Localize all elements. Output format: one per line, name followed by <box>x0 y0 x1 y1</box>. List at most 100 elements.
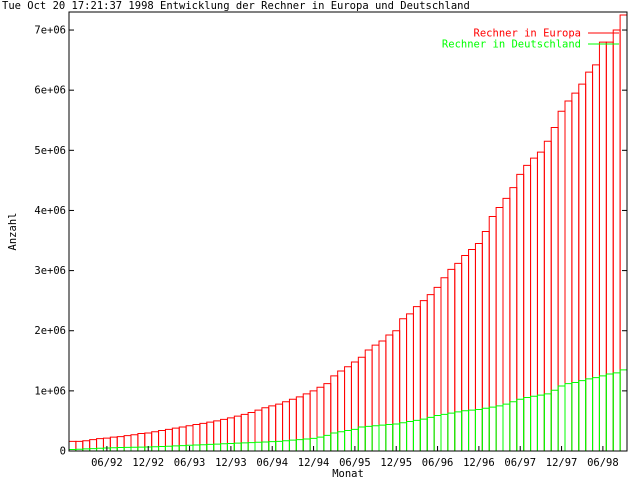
bar-deutschland-06/97 <box>516 398 525 451</box>
bar-europa-03/93 <box>164 428 173 451</box>
bar-europa-12/97 <box>557 110 566 451</box>
bar-deutschland-03/94 <box>247 442 256 451</box>
bar-europa-09/96 <box>454 262 463 451</box>
bar-deutschland-10/97 <box>543 393 552 451</box>
x-tick-label: 12/92 <box>132 457 164 469</box>
bar-deutschland-09/96 <box>454 411 463 451</box>
bar-deutschland-04/94 <box>254 441 263 451</box>
bar-europa-01/98 <box>564 100 573 451</box>
bar-europa-05/98 <box>592 64 600 451</box>
bar-europa-03/97 <box>495 206 504 451</box>
bar-deutschland-05/98 <box>592 377 600 451</box>
bar-deutschland-02/98 <box>571 381 580 451</box>
bar-deutschland-07/96 <box>440 413 449 451</box>
page-title: Tue Oct 20 17:21:37 1998 Entwicklung der… <box>2 0 470 12</box>
bar-europa-05/97 <box>509 187 518 451</box>
bar-europa-11/97 <box>550 126 559 451</box>
bar-europa-06/97 <box>516 173 525 451</box>
bar-europa-09/97 <box>536 151 545 451</box>
bar-europa-10/94 <box>295 396 304 451</box>
bar-deutschland-09/94 <box>288 439 297 451</box>
bar-deutschland-01/97 <box>481 407 490 451</box>
bar-europa-04/95 <box>337 370 346 451</box>
bar-europa-05/92 <box>96 438 104 451</box>
bar-deutschland-08/92 <box>116 447 125 451</box>
bar-europa-05/96 <box>426 294 435 451</box>
bar-europa-04/98 <box>585 71 594 451</box>
bar-deutschland-05/94 <box>261 441 270 451</box>
y-tick-label: 1e+06 <box>34 385 66 397</box>
y-tick-label: 5e+06 <box>34 145 66 157</box>
bar-europa-12/94 <box>309 390 318 451</box>
bar-europa-03/95 <box>330 375 339 451</box>
bar-europa-09/92 <box>123 435 132 451</box>
bar-europa-03/96 <box>412 306 421 451</box>
bar-deutschland-10/93 <box>213 443 222 451</box>
bar-deutschland-02/96 <box>406 421 414 451</box>
x-axis: 06/92 12/92 06/93 12/93 06/94 12/94 06/95 12/95… <box>91 446 619 469</box>
y-tick-label: 7e+06 <box>34 25 66 37</box>
bar-europa-10/95 <box>378 340 387 451</box>
plot-frame <box>68 11 628 452</box>
bar-europa-06/98 <box>598 41 607 451</box>
bar-europa-10/93 <box>213 420 222 451</box>
bar-deutschland-04/98 <box>585 378 594 451</box>
bar-europa-01/93 <box>151 431 160 451</box>
bar-europa-01/95 <box>316 386 325 451</box>
bar-europa-07/98 <box>605 41 614 451</box>
y-axis-label: Anzahl <box>7 213 19 251</box>
x-tick-label: 06/96 <box>422 457 454 469</box>
legend-label-europa: Rechner in Europa <box>474 28 581 40</box>
x-tick-label: 06/95 <box>339 457 371 469</box>
bar-deutschland-03/95 <box>330 432 339 451</box>
bar-deutschland-02/95 <box>323 434 332 451</box>
bar-europa-03/94 <box>247 412 256 451</box>
bar-deutschland-02/94 <box>240 442 249 451</box>
bar-deutschland-03/97 <box>495 405 504 451</box>
bar-deutschland-09/97 <box>536 394 545 451</box>
bar-deutschland-10/96 <box>461 410 470 451</box>
y-tick-label: 3e+06 <box>34 265 66 277</box>
bar-deutschland-11/92 <box>137 446 146 451</box>
bar-deutschland-05/95 <box>344 430 352 451</box>
bar-deutschland-11/97 <box>550 389 559 451</box>
x-tick-label: 12/95 <box>380 457 412 469</box>
bar-deutschland-11/94 <box>302 438 311 451</box>
bar-deutschland-01/93 <box>151 446 160 451</box>
bar-deutschland-04/93 <box>171 445 180 451</box>
bar-europa-11/94 <box>302 393 311 451</box>
bar-europa-01/96 <box>399 318 408 451</box>
bar-deutschland-11/93 <box>220 443 228 451</box>
bar-europa-10/97 <box>543 140 552 451</box>
bar-europa-10/96 <box>461 255 470 451</box>
bar-deutschland-07/94 <box>275 440 284 451</box>
x-axis-label: Monat <box>332 468 364 480</box>
bar-europa-08/94 <box>282 401 290 451</box>
bar-europa-08/92 <box>116 436 125 451</box>
bar-europa-05/93 <box>178 426 187 451</box>
bar-deutschland-03/93 <box>164 445 173 451</box>
x-tick-label: 12/97 <box>546 457 578 469</box>
bar-europa-02/94 <box>240 413 249 451</box>
bar-deutschland-04/95 <box>337 431 346 451</box>
bar-deutschland-07/97 <box>523 396 532 451</box>
bar-deutschland-05/97 <box>509 401 518 451</box>
bar-europa-11/95 <box>385 334 394 451</box>
bar-europa-11/96 <box>468 249 476 451</box>
bar-deutschland-03/98 <box>578 380 587 451</box>
y-tick-label: 6e+06 <box>34 85 66 97</box>
bar-deutschland-06/96 <box>433 415 442 451</box>
y-axis: 0 1e+06 2e+06 3e+06 4e+06 5e+06 6e+06 7e+06 <box>34 25 627 458</box>
bar-deutschland-05/96 <box>426 416 435 451</box>
bar-europa-06/96 <box>433 286 442 451</box>
bar-europa-07/93 <box>192 424 201 451</box>
legend-label-deutschland: Rechner in Deutschland <box>442 39 581 51</box>
bar-deutschland-01/96 <box>399 422 408 451</box>
bar-deutschland-04/97 <box>502 403 511 451</box>
x-tick-label: 06/92 <box>91 457 123 469</box>
bar-europa-10/92 <box>130 434 139 451</box>
bar-europa-08/97 <box>530 157 538 451</box>
legend: Rechner in Europa Rechner in Deutschland <box>442 28 619 51</box>
bar-deutschland-01/94 <box>233 442 242 451</box>
bar-deutschland-10/94 <box>295 439 304 451</box>
